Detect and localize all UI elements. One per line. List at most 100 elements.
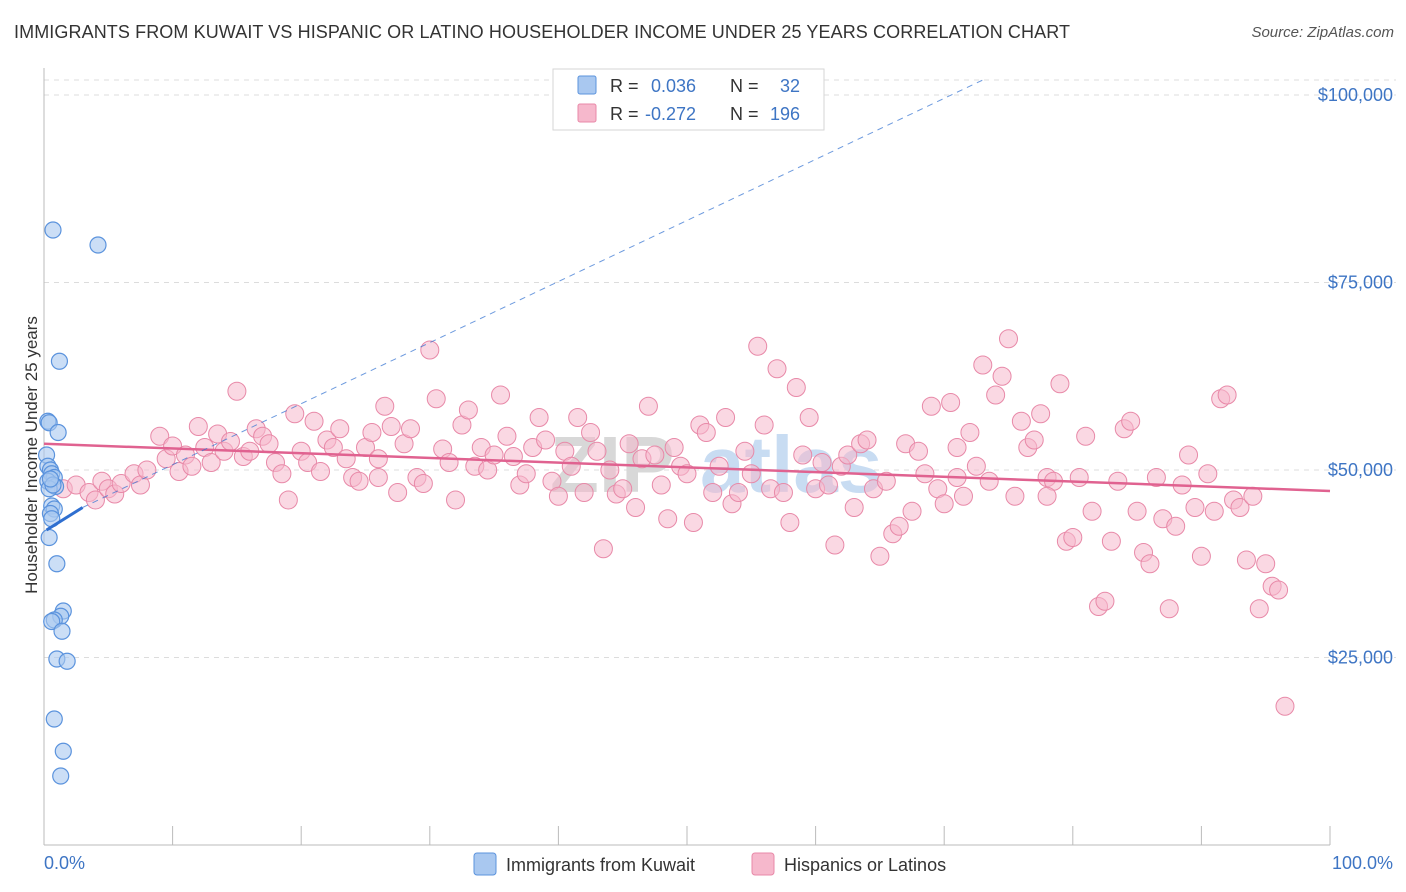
trend-line-hispanic xyxy=(43,442,1331,493)
data-point-hispanic xyxy=(1249,599,1269,619)
data-point-hispanic xyxy=(401,419,421,439)
data-point-hispanic xyxy=(773,483,793,502)
x-tick-label-max: 100.0% xyxy=(1332,853,1393,873)
data-point-hispanic xyxy=(651,475,671,495)
data-point-hispanic xyxy=(1050,374,1070,394)
data-point-hispanic xyxy=(638,396,658,416)
data-point-hispanic xyxy=(683,513,703,532)
data-point-hispanic xyxy=(446,490,466,510)
data-point-hispanic xyxy=(902,501,922,521)
data-point-hispanic xyxy=(574,483,594,502)
data-point-hispanic xyxy=(1198,464,1218,484)
trend-lines xyxy=(43,79,1331,532)
series-immigrants-from-kuwait xyxy=(37,221,107,785)
data-point-hispanic xyxy=(150,426,170,446)
legend-swatch-hispanic xyxy=(577,103,597,123)
series-legend: Immigrants from Kuwait Hispanics or Lati… xyxy=(473,852,946,876)
data-point-hispanic xyxy=(754,415,774,435)
data-point-hispanic xyxy=(645,445,665,465)
chart-title: IMMIGRANTS FROM KUWAIT VS HISPANIC OR LA… xyxy=(14,22,1071,42)
y-tick-label: $100,000 xyxy=(1318,85,1393,105)
data-point-hispanic xyxy=(1140,554,1160,574)
legend-swatch-kuwait xyxy=(473,852,497,876)
legend-n-value: 32 xyxy=(780,76,800,96)
data-point-kuwait xyxy=(44,221,62,239)
legend-r-label: R = xyxy=(610,76,639,96)
data-point-hispanic xyxy=(716,408,736,427)
data-point-hispanic xyxy=(1127,501,1147,521)
data-point-hispanic xyxy=(876,471,896,491)
data-point-hispanic xyxy=(793,445,813,465)
data-point-hispanic xyxy=(973,355,993,375)
data-point-hispanic xyxy=(1076,426,1096,446)
trend-line-kuwait xyxy=(45,506,84,532)
data-point-hispanic xyxy=(220,432,240,451)
data-point-hispanic xyxy=(1101,531,1121,551)
data-point-hispanic xyxy=(368,449,388,469)
y-tick-label: $50,000 xyxy=(1328,460,1393,480)
data-point-hispanic xyxy=(986,385,1006,405)
data-point-hispanic xyxy=(548,486,568,506)
data-point-hispanic xyxy=(491,385,511,405)
data-point-hispanic xyxy=(953,486,973,506)
data-point-hispanic xyxy=(1217,385,1237,405)
data-point-hispanic xyxy=(1275,696,1295,716)
data-point-hispanic xyxy=(1243,486,1263,506)
data-point-hispanic xyxy=(458,400,478,420)
y-axis-title: Householder Income Under 25 years xyxy=(22,316,41,594)
data-point-hispanic xyxy=(728,483,748,502)
data-point-hispanic xyxy=(1204,501,1224,521)
x-axis-ticks xyxy=(43,826,1331,845)
data-point-kuwait xyxy=(48,555,66,573)
data-point-hispanic xyxy=(310,462,330,481)
data-point-hispanic xyxy=(664,438,684,457)
data-point-hispanic xyxy=(812,453,832,472)
data-point-hispanic xyxy=(568,408,588,427)
data-point-kuwait xyxy=(52,767,70,785)
data-point-hispanic xyxy=(336,449,356,469)
data-point-hispanic xyxy=(1011,411,1031,431)
data-point-kuwait xyxy=(54,742,72,760)
data-point-kuwait xyxy=(53,622,71,640)
data-point-kuwait xyxy=(41,470,60,488)
data-point-hispanic xyxy=(934,494,954,514)
data-point-hispanic xyxy=(619,434,639,454)
trend-line-kuwait-extrapolated xyxy=(82,79,983,508)
data-point-kuwait xyxy=(45,710,63,728)
data-point-hispanic xyxy=(516,464,536,484)
data-point-hispanic xyxy=(581,423,601,442)
data-point-hispanic xyxy=(767,359,787,379)
data-point-hispanic xyxy=(703,483,723,502)
data-point-hispanic xyxy=(960,423,980,442)
data-point-hispanic xyxy=(85,490,105,510)
data-point-hispanic xyxy=(1005,486,1025,506)
data-point-kuwait xyxy=(49,423,67,442)
data-point-hispanic xyxy=(1159,599,1179,619)
legend-swatch-hispanic xyxy=(751,852,775,876)
data-point-hispanic xyxy=(992,366,1012,386)
data-point-hispanic xyxy=(818,475,838,495)
data-point-hispanic xyxy=(439,453,459,472)
data-point-hispanic xyxy=(941,393,961,412)
data-point-hispanic xyxy=(1146,468,1166,487)
data-point-hispanic xyxy=(1082,501,1102,521)
data-point-hispanic xyxy=(1236,550,1256,570)
legend-box xyxy=(552,68,825,131)
data-point-hispanic xyxy=(709,456,729,476)
grid-lines xyxy=(44,79,1396,658)
data-point-hispanic xyxy=(696,423,716,442)
legend-r-value: 0.036 xyxy=(651,76,696,96)
data-point-hispanic xyxy=(741,464,761,484)
data-point-hispanic xyxy=(362,423,382,442)
data-point-hispanic xyxy=(1179,445,1199,465)
legend-n-label: N = xyxy=(730,76,759,96)
data-point-hispanic xyxy=(593,539,613,559)
data-point-hispanic xyxy=(921,396,941,416)
data-point-hispanic xyxy=(889,516,909,536)
data-point-kuwait xyxy=(89,236,107,254)
data-point-hispanic xyxy=(201,453,221,472)
chart-source: Source: ZipAtlas.com xyxy=(1251,24,1394,41)
data-point-hispanic xyxy=(375,396,395,416)
data-point-hispanic xyxy=(1191,546,1211,566)
data-point-hispanic xyxy=(658,509,678,529)
